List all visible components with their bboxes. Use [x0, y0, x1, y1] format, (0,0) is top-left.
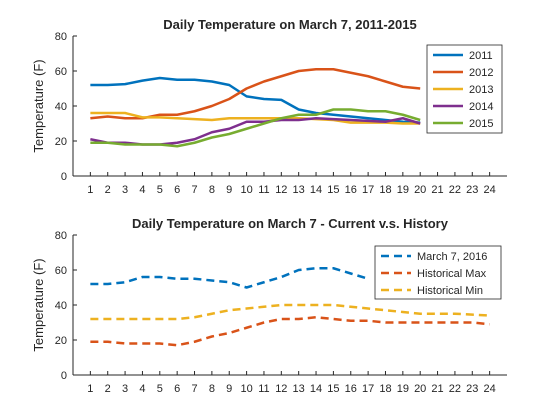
- x-tick-label: 5: [157, 184, 163, 196]
- x-tick-label: 9: [226, 184, 232, 196]
- legend-entry-1: 2011: [469, 50, 493, 62]
- x-tick-label: 19: [397, 383, 409, 395]
- x-tick-label: 3: [122, 383, 128, 395]
- legend-entry-2: Historical Max: [417, 268, 487, 280]
- x-tick-label: 2: [105, 184, 111, 196]
- chart-2011-2015: Daily Temperature on March 7, 2011-2015 T…: [31, 17, 507, 196]
- x-tick-label: 8: [209, 383, 215, 395]
- x-tick-label: 6: [174, 184, 180, 196]
- legend-entry-3: Historical Min: [417, 285, 483, 297]
- x-tick-label: 16: [345, 184, 357, 196]
- y-tick-label: 0: [61, 171, 67, 183]
- series-line-3: [90, 111, 421, 125]
- series-line-3: [90, 303, 490, 321]
- x-tick-label: 7: [191, 383, 197, 395]
- series-line-5: [90, 108, 421, 148]
- y-tick-label: 20: [55, 335, 67, 347]
- chart-title: Daily Temperature on March 7 - Current v…: [132, 216, 449, 231]
- x-tick-label: 3: [122, 184, 128, 196]
- x-tick-label: 9: [226, 383, 232, 395]
- legend-entry-3: 2013: [469, 84, 493, 96]
- x-tick-label: 5: [157, 383, 163, 395]
- y-tick-label: 80: [55, 230, 67, 242]
- chart-current-vs-history: Daily Temperature on March 7 - Current v…: [31, 216, 507, 395]
- x-tick-label: 21: [431, 184, 443, 196]
- series-line-1: [90, 267, 369, 289]
- y-axis-label: Temperature (F): [31, 59, 46, 152]
- x-tick-label: 17: [362, 184, 374, 196]
- x-tick-label: 20: [414, 383, 426, 395]
- x-tick-label: 13: [293, 184, 305, 196]
- x-tick-label: 16: [345, 383, 357, 395]
- x-tick-label: 12: [275, 184, 287, 196]
- x-tick-label: 24: [484, 184, 496, 196]
- y-tick-label: 60: [55, 265, 67, 277]
- x-tick-label: 1: [87, 184, 93, 196]
- x-tick-label: 15: [327, 184, 339, 196]
- x-tick-label: 13: [293, 383, 305, 395]
- x-tick-label: 14: [310, 184, 322, 196]
- x-tick-label: 20: [414, 184, 426, 196]
- x-tick-label: 12: [275, 383, 287, 395]
- x-tick-label: 10: [240, 184, 252, 196]
- y-axis-label: Temperature (F): [31, 258, 46, 351]
- legend: March 7, 2016 Historical Max Historical Mi…: [374, 245, 502, 300]
- x-tick-label: 10: [240, 383, 252, 395]
- y-tick-label: 40: [55, 300, 67, 312]
- x-tick-label: 23: [466, 383, 478, 395]
- x-tick-label: 22: [449, 383, 461, 395]
- legend-entry-2: 2012: [469, 67, 493, 79]
- x-tick-label: 19: [397, 184, 409, 196]
- x-tick-label: 8: [209, 184, 215, 196]
- x-tick-label: 21: [431, 383, 443, 395]
- x-tick-label: 23: [466, 184, 478, 196]
- series-line-4: [90, 117, 421, 146]
- x-tick-label: 18: [379, 383, 391, 395]
- x-tick-label: 2: [105, 383, 111, 395]
- x-tick-label: 4: [139, 184, 145, 196]
- x-tick-label: 15: [327, 383, 339, 395]
- x-tick-label: 14: [310, 383, 322, 395]
- x-tick-label: 17: [362, 383, 374, 395]
- y-tick-label: 0: [61, 370, 67, 382]
- legend-entry-4: 2014: [469, 101, 493, 113]
- y-tick-label: 20: [55, 136, 67, 148]
- x-tick-label: 4: [139, 383, 145, 395]
- legend: 2011 2012 2013 2014 2015: [426, 44, 503, 134]
- x-tick-label: 6: [174, 383, 180, 395]
- series-line-1: [90, 76, 421, 124]
- x-tick-label: 18: [379, 184, 391, 196]
- x-tick-label: 22: [449, 184, 461, 196]
- x-tick-label: 24: [484, 383, 496, 395]
- x-tick-label: 1: [87, 383, 93, 395]
- x-tick-label: 7: [191, 184, 197, 196]
- legend-entry-1: March 7, 2016: [417, 251, 487, 263]
- chart-title: Daily Temperature on March 7, 2011-2015: [163, 17, 416, 32]
- series-line-2: [90, 316, 490, 347]
- y-tick-label: 40: [55, 101, 67, 113]
- x-tick-label: 11: [258, 383, 269, 395]
- legend-entry-5: 2015: [469, 118, 493, 130]
- x-tick-label: 11: [258, 184, 269, 196]
- y-tick-label: 60: [55, 66, 67, 78]
- y-tick-label: 80: [55, 31, 67, 43]
